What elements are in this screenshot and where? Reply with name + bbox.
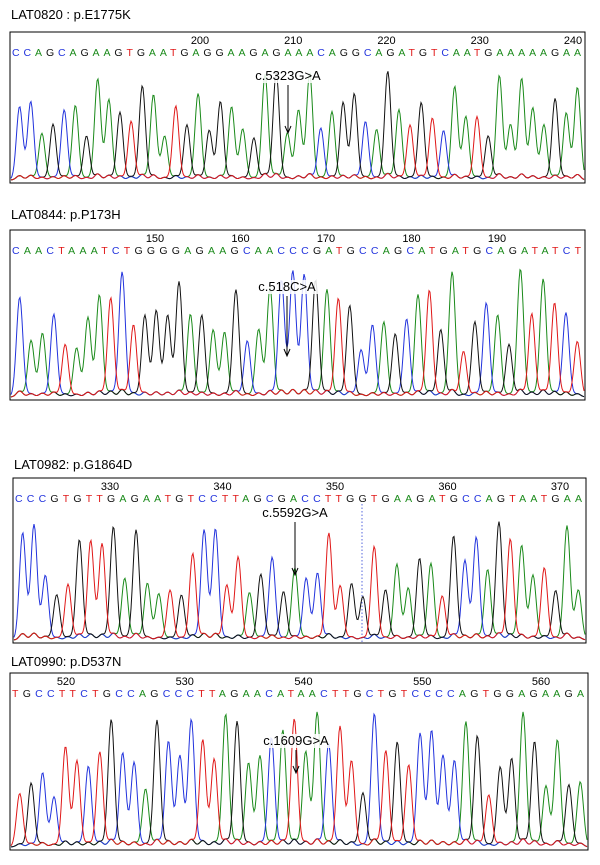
panel-frame <box>9 31 586 184</box>
mutation-label: c.1609G>A <box>263 733 329 748</box>
panel-frame <box>12 477 587 644</box>
panel-title: LAT0982: p.G1864D <box>14 457 132 472</box>
mutation-label: c.518C>A <box>258 279 316 294</box>
trace-t <box>10 289 585 398</box>
arrow-head <box>291 567 299 577</box>
mutation-label: c.5592G>A <box>262 505 328 520</box>
position-label: 220 <box>377 35 395 47</box>
trace-a <box>13 525 586 641</box>
trace-a <box>10 72 585 181</box>
annotation-bg <box>260 734 332 748</box>
trace-g <box>13 521 586 641</box>
mutation-label: c.5323G>A <box>255 68 321 83</box>
arrow-head <box>283 348 291 358</box>
trace-t <box>13 532 586 641</box>
position-label: 240 <box>564 35 582 47</box>
annotation-bg <box>259 506 331 520</box>
position-label: 200 <box>191 35 209 47</box>
trace-g <box>10 719 588 848</box>
position-label: 520 <box>57 676 75 688</box>
panel-title: LAT0844: p.P173H <box>11 207 121 222</box>
position-label: 560 <box>532 676 550 688</box>
position-label: 370 <box>551 481 569 493</box>
arrow-head <box>284 125 292 135</box>
position-label: 340 <box>213 481 231 493</box>
position-label: 150 <box>146 233 164 245</box>
panel-title: LAT0990: p.D537N <box>11 654 121 669</box>
position-label: 550 <box>413 676 431 688</box>
trace-t <box>10 104 585 181</box>
position-label: 210 <box>284 35 302 47</box>
position-label: 160 <box>231 233 249 245</box>
position-label: 540 <box>294 676 312 688</box>
position-label: 230 <box>471 35 489 47</box>
panel-frame <box>9 229 586 401</box>
position-label: 350 <box>326 481 344 493</box>
position-label: 180 <box>402 233 420 245</box>
position-label: 360 <box>438 481 456 493</box>
arrow-head <box>292 765 300 775</box>
position-label: 330 <box>101 481 119 493</box>
annotation-bg <box>252 69 324 83</box>
position-label: 530 <box>176 676 194 688</box>
panel-title: LAT0820 : p.E1775K <box>11 7 131 22</box>
trace-t <box>10 718 588 848</box>
annotation-bg <box>251 280 323 294</box>
position-label: 190 <box>488 233 506 245</box>
trace-c <box>13 524 586 641</box>
position-label: 170 <box>317 233 335 245</box>
panel-frame <box>9 672 589 851</box>
